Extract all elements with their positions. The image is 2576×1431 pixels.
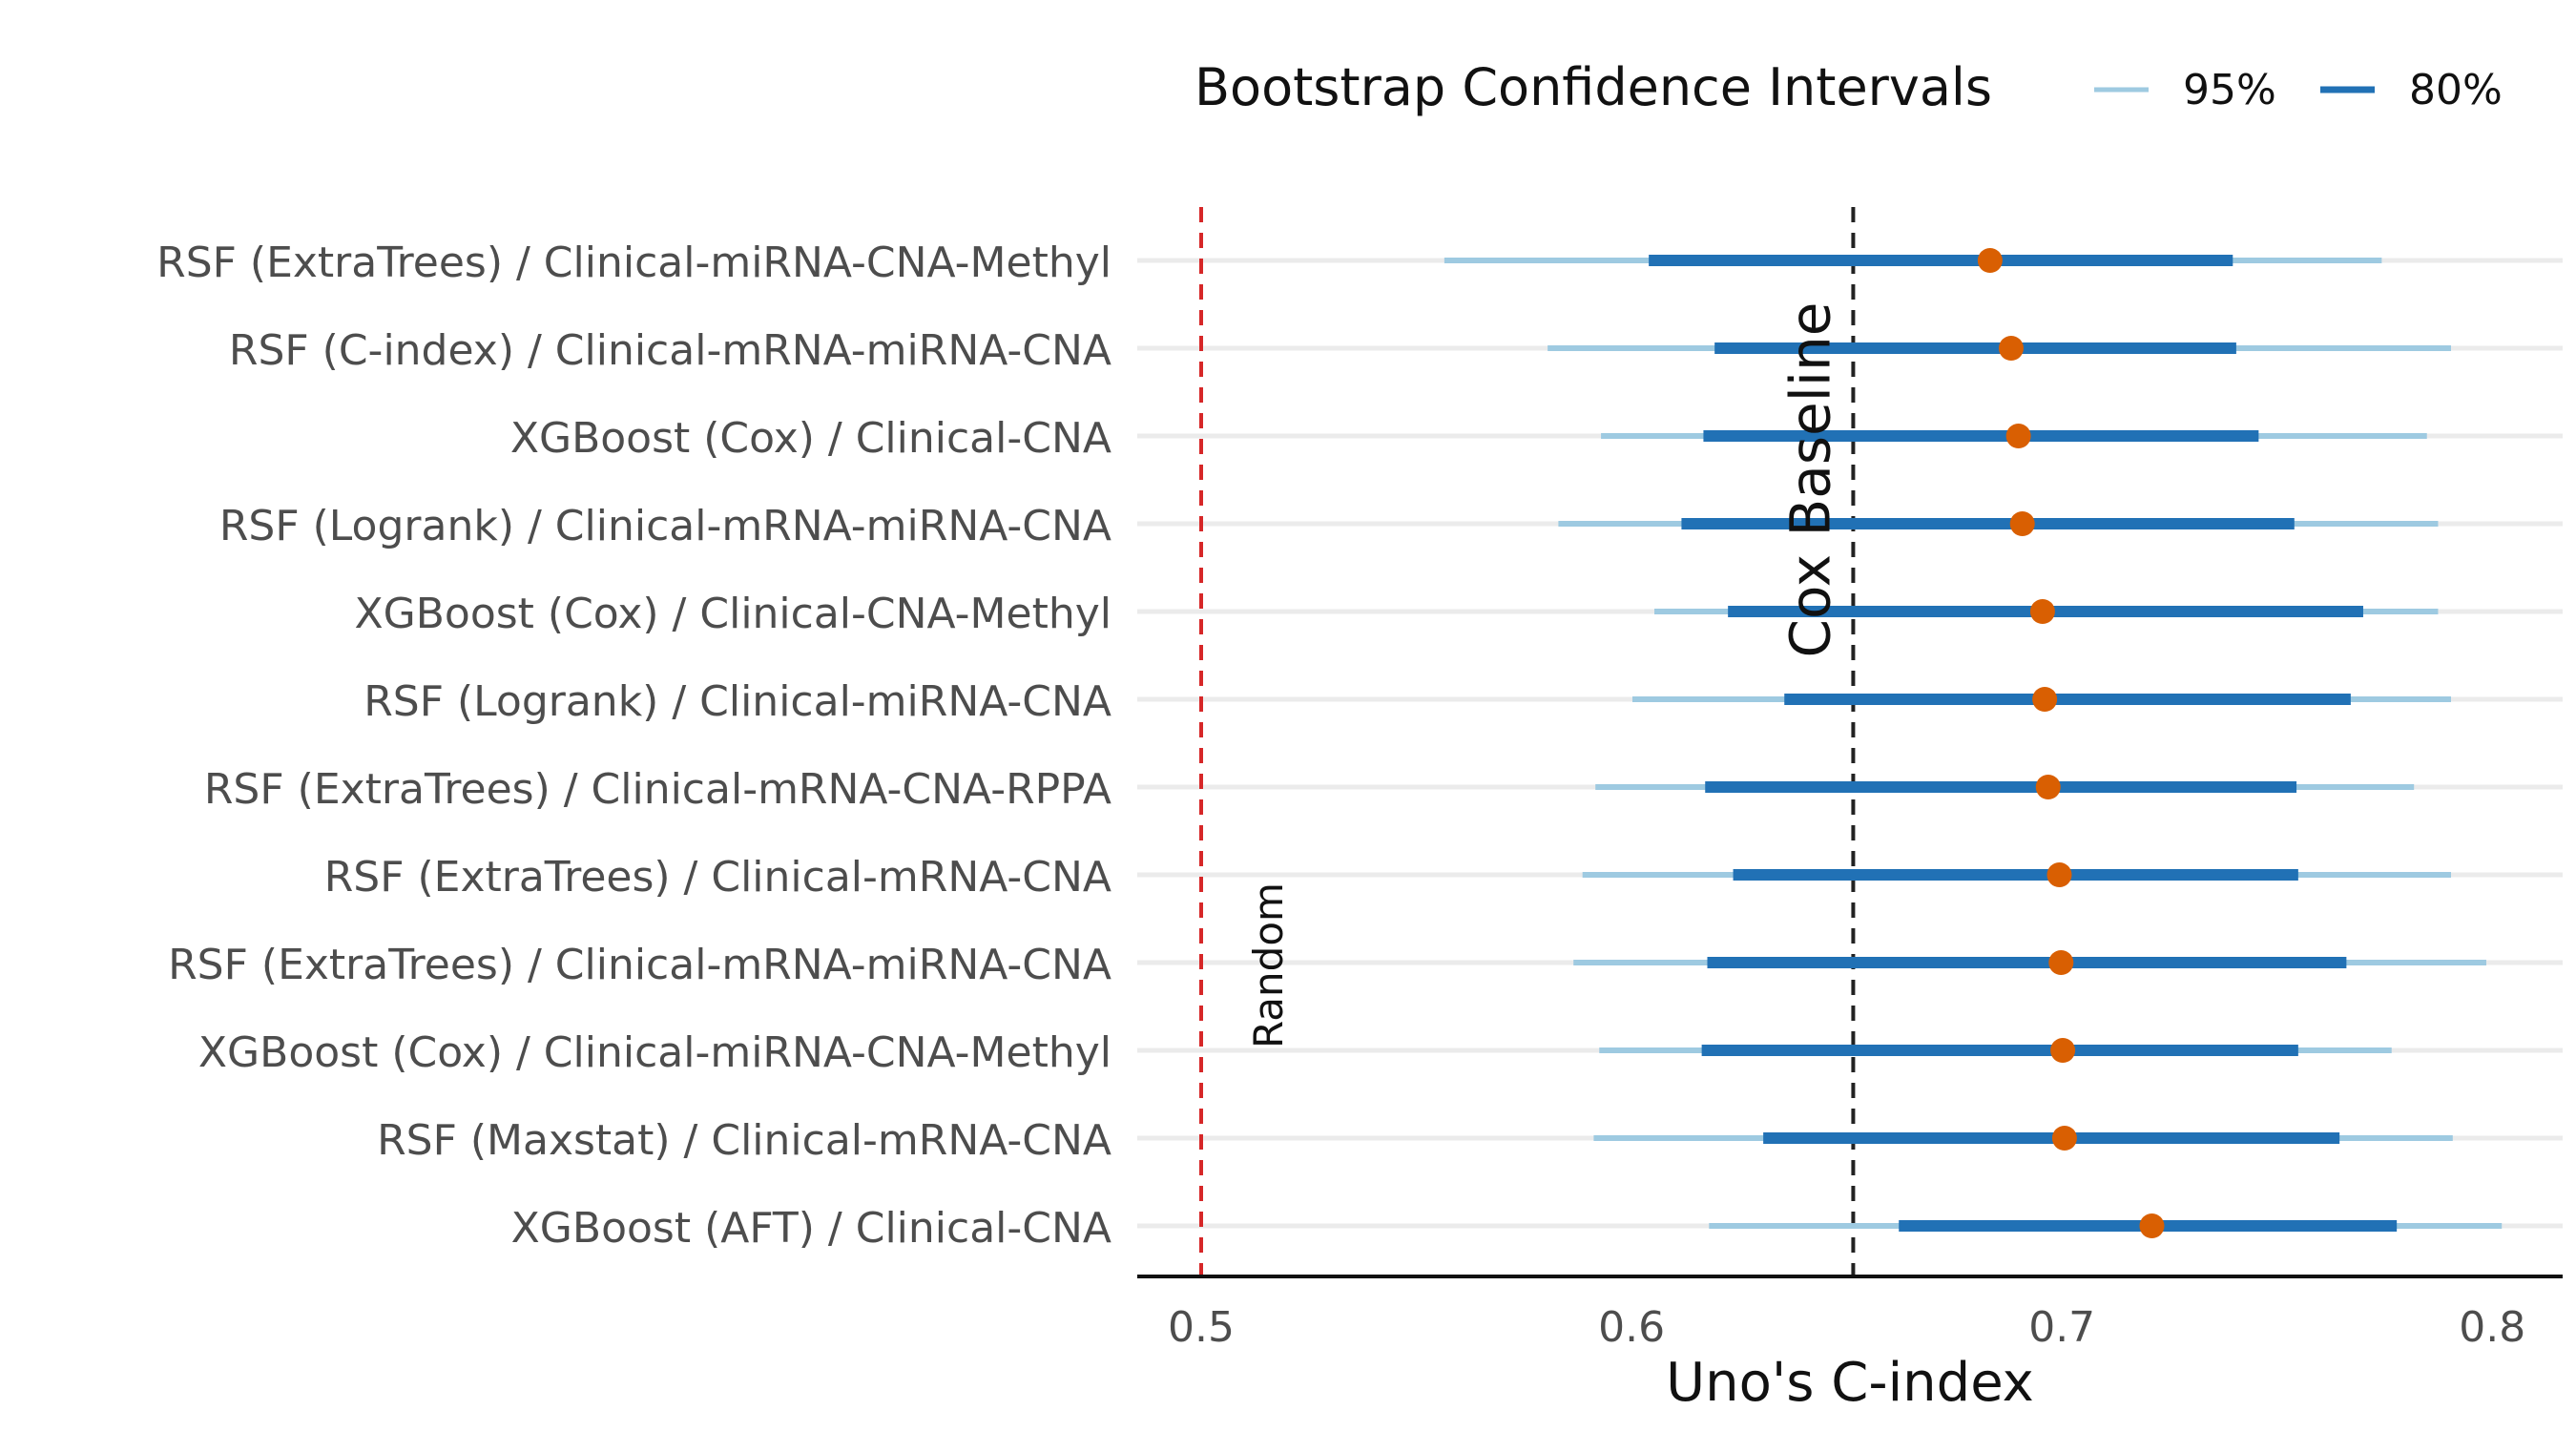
y-tick-label: RSF (Logrank) / Clinical-miRNA-CNA (364, 677, 1111, 726)
y-tick-label: RSF (ExtraTrees) / Clinical-mRNA-CNA (324, 853, 1111, 902)
data-row (1632, 687, 2451, 712)
point-estimate (2046, 862, 2072, 887)
x-tick-label: 0.7 (2028, 1303, 2095, 1352)
x-tick-label: 0.8 (2459, 1303, 2525, 1352)
data-row (1654, 599, 2439, 624)
cox-baseline-label: Cox Baseline (1777, 302, 1842, 658)
point-estimate (1977, 248, 2003, 273)
data-row (1593, 1126, 2453, 1151)
data-row (1601, 424, 2427, 448)
data-row (1599, 1038, 2392, 1063)
y-tick-label: XGBoost (Cox) / Clinical-miRNA-CNA-Methy… (198, 1028, 1111, 1077)
data-row (1573, 950, 2486, 975)
y-tick-label: RSF (C-index) / Clinical-mRNA-miRNA-CNA (229, 326, 1111, 375)
point-estimate (1998, 336, 2024, 361)
y-tick-label: RSF (Maxstat) / Clinical-mRNA-CNA (377, 1116, 1111, 1165)
y-tick-label: XGBoost (Cox) / Clinical-CNA-Methyl (354, 590, 1111, 638)
reference-lines: Random (1199, 207, 1856, 1276)
y-tick-label: RSF (ExtraTrees) / Clinical-mRNA-CNA-RPP… (204, 765, 1111, 814)
point-estimate (2009, 511, 2035, 536)
row-gridlines (1137, 258, 2563, 1229)
point-estimate (2139, 1213, 2165, 1238)
x-tick-label: 0.6 (1598, 1303, 1665, 1352)
x-axis: 0.5 0.6 0.7 0.8 Uno's C-index (1137, 1275, 2563, 1414)
legend-label-80: 80% (2409, 66, 2503, 114)
y-tick-label: RSF (ExtraTrees) / Clinical-miRNA-CNA-Me… (156, 238, 1111, 287)
point-estimate (2035, 775, 2061, 799)
y-tick-label: RSF (Logrank) / Clinical-mRNA-miRNA-CNA (219, 502, 1111, 550)
point-estimate (2050, 1038, 2076, 1063)
x-axis-title: Uno's C-index (1666, 1352, 2034, 1414)
data-row (1709, 1213, 2503, 1238)
y-tick-label: XGBoost (AFT) / Clinical-CNA (511, 1204, 1111, 1253)
point-estimate (2051, 1126, 2077, 1151)
x-tick-label: 0.5 (1168, 1303, 1235, 1352)
y-tick-label: RSF (ExtraTrees) / Clinical-mRNA-miRNA-C… (168, 941, 1111, 989)
y-tick-label: XGBoost (Cox) / Clinical-CNA (510, 414, 1111, 463)
legend: Bootstrap Confidence Intervals 95% 80% (1195, 57, 2503, 117)
data-row (1548, 336, 2451, 361)
data-row (1582, 862, 2451, 887)
random-label: Random (1245, 882, 1292, 1048)
y-axis-labels: RSF (ExtraTrees) / Clinical-miRNA-CNA-Me… (156, 238, 1111, 1253)
point-estimate (2032, 687, 2058, 712)
data-rows: Cox Baseline (1444, 248, 2503, 1238)
data-row (1595, 775, 2415, 799)
legend-label-95: 95% (2183, 66, 2276, 114)
point-estimate (2029, 599, 2055, 624)
data-row (1444, 248, 2382, 273)
data-row (1558, 511, 2439, 536)
point-estimate (2005, 424, 2031, 448)
legend-title: Bootstrap Confidence Intervals (1195, 57, 1992, 117)
point-estimate (2048, 950, 2074, 975)
